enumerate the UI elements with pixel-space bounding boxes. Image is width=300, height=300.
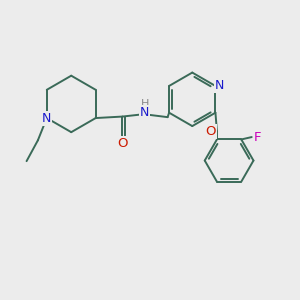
Text: H: H xyxy=(140,99,149,110)
Text: N: N xyxy=(140,106,149,119)
Text: N: N xyxy=(215,80,225,92)
Text: F: F xyxy=(254,130,261,144)
Text: O: O xyxy=(205,124,216,138)
Text: O: O xyxy=(117,137,128,150)
Text: N: N xyxy=(42,112,52,124)
